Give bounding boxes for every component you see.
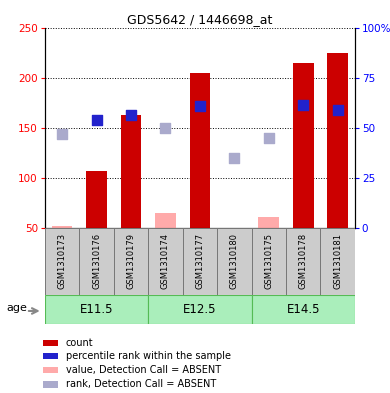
Bar [217, 228, 252, 295]
Bar [327, 53, 348, 228]
Title: GDS5642 / 1446698_at: GDS5642 / 1446698_at [127, 13, 273, 26]
Bar [43, 340, 58, 346]
Point [300, 101, 307, 108]
Bar [252, 295, 355, 324]
Text: E12.5: E12.5 [183, 303, 216, 316]
Bar [183, 228, 217, 295]
Text: GSM1310177: GSM1310177 [195, 233, 204, 289]
Text: GSM1310176: GSM1310176 [92, 233, 101, 289]
Text: GSM1310181: GSM1310181 [333, 233, 342, 289]
Text: E11.5: E11.5 [80, 303, 113, 316]
Bar [155, 213, 176, 228]
Bar [259, 217, 279, 228]
Text: GSM1310180: GSM1310180 [230, 233, 239, 289]
Point [94, 117, 100, 123]
Text: percentile rank within the sample: percentile rank within the sample [66, 351, 230, 362]
Bar [321, 228, 355, 295]
Text: rank, Detection Call = ABSENT: rank, Detection Call = ABSENT [66, 380, 216, 389]
Text: GSM1310178: GSM1310178 [299, 233, 308, 289]
Bar [121, 115, 141, 228]
Point [231, 154, 238, 161]
Bar [43, 382, 58, 387]
Point [162, 125, 168, 131]
Text: GSM1310175: GSM1310175 [264, 233, 273, 289]
Point [197, 103, 203, 109]
Bar [190, 73, 210, 228]
Bar [286, 228, 321, 295]
Text: value, Detection Call = ABSENT: value, Detection Call = ABSENT [66, 365, 221, 375]
Text: GSM1310173: GSM1310173 [58, 233, 67, 289]
Bar [86, 171, 107, 228]
Text: GSM1310179: GSM1310179 [126, 233, 135, 289]
Bar [43, 353, 58, 360]
Bar [114, 228, 148, 295]
Text: age: age [7, 303, 28, 313]
Bar [45, 228, 79, 295]
Bar [52, 226, 73, 228]
Point [59, 130, 65, 137]
Text: count: count [66, 338, 93, 348]
Bar [45, 295, 148, 324]
Bar [79, 228, 114, 295]
Bar [43, 367, 58, 373]
Bar [148, 228, 183, 295]
Point [266, 134, 272, 141]
Point [335, 107, 341, 113]
Bar [252, 228, 286, 295]
Text: E14.5: E14.5 [287, 303, 320, 316]
Bar [293, 62, 314, 228]
Text: GSM1310174: GSM1310174 [161, 233, 170, 289]
Bar [148, 295, 252, 324]
Point [128, 112, 134, 118]
